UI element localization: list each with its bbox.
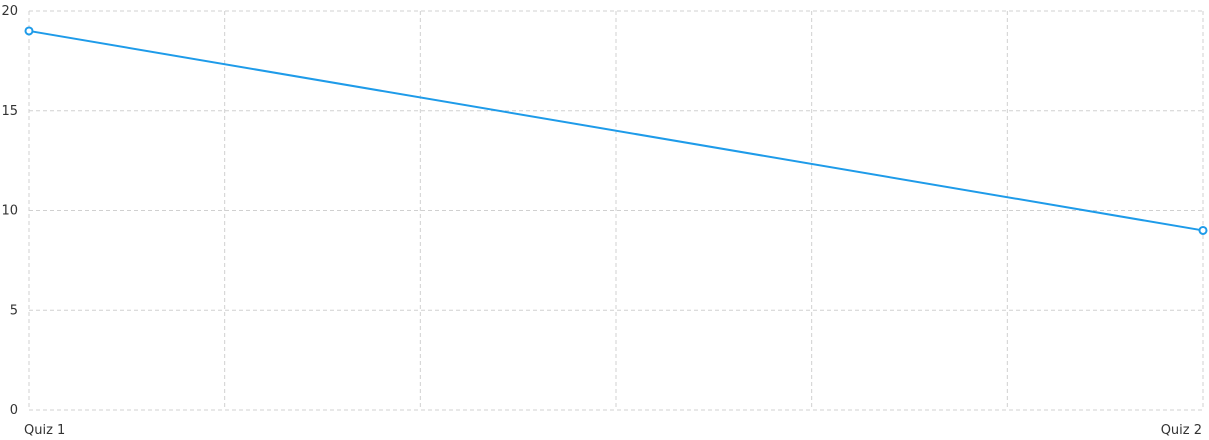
x-tick-label: Quiz 2 [1161, 423, 1202, 438]
series-line [28, 29, 1204, 232]
series-group [24, 26, 1208, 235]
data-point[interactable] [1198, 225, 1208, 235]
y-tick-label: 5 [10, 303, 18, 318]
y-axis: 0 5 10 15 20 [1, 4, 18, 418]
y-tick-label: 20 [1, 4, 18, 19]
y-tick-label: 0 [10, 403, 18, 418]
data-point[interactable] [24, 26, 34, 36]
grid [28, 10, 1204, 411]
x-axis: Quiz 1 Quiz 2 [24, 423, 1202, 438]
y-tick-label: 10 [1, 204, 18, 219]
x-tick-label: Quiz 1 [24, 423, 65, 438]
y-tick-label: 15 [1, 104, 18, 119]
